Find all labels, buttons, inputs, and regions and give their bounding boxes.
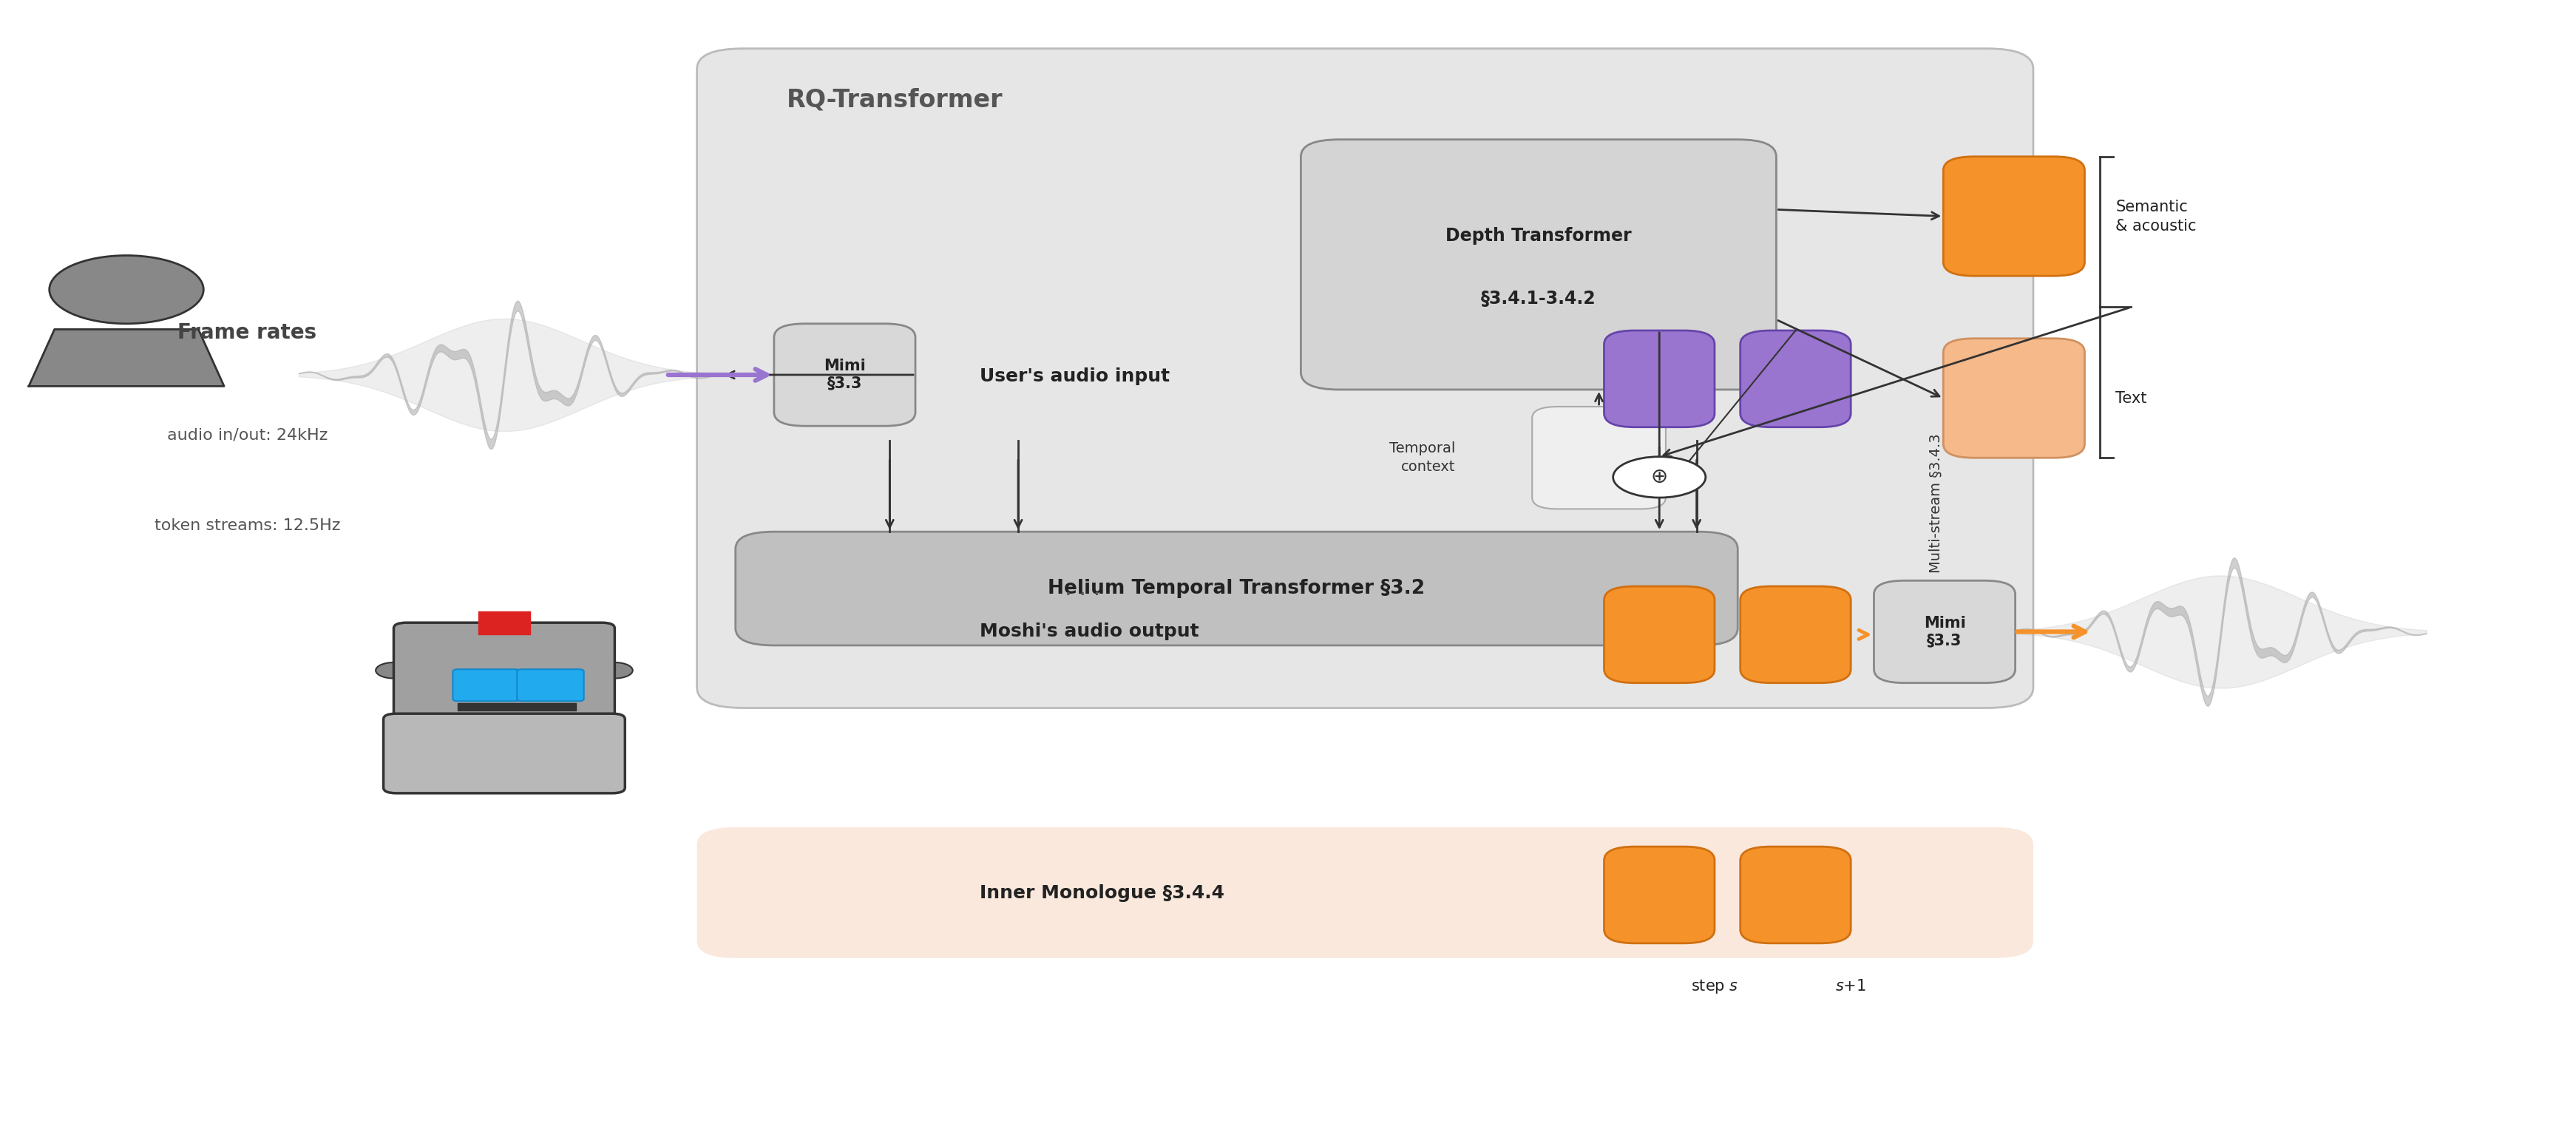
FancyBboxPatch shape — [394, 623, 616, 719]
FancyBboxPatch shape — [1605, 847, 1716, 943]
Text: Depth Transformer: Depth Transformer — [1445, 227, 1631, 245]
FancyBboxPatch shape — [1873, 581, 2014, 682]
Text: audio in/out: 24kHz: audio in/out: 24kHz — [167, 427, 327, 442]
FancyBboxPatch shape — [384, 713, 626, 793]
Text: Frame rates: Frame rates — [178, 322, 317, 343]
Text: ⊕: ⊕ — [1651, 466, 1667, 488]
Text: step $s$: step $s$ — [1690, 978, 1739, 994]
FancyBboxPatch shape — [1942, 338, 2084, 458]
Text: $s$+1: $s$+1 — [1834, 980, 1865, 994]
FancyBboxPatch shape — [698, 310, 2032, 441]
FancyBboxPatch shape — [1533, 407, 1667, 509]
FancyBboxPatch shape — [453, 670, 520, 701]
FancyBboxPatch shape — [1741, 847, 1850, 943]
Text: token streams: 12.5Hz: token streams: 12.5Hz — [155, 519, 340, 534]
Circle shape — [598, 663, 634, 678]
Text: Helium Temporal Transformer §3.2: Helium Temporal Transformer §3.2 — [1048, 580, 1425, 598]
FancyBboxPatch shape — [1741, 586, 1850, 682]
Text: User's audio input: User's audio input — [979, 367, 1170, 385]
FancyBboxPatch shape — [773, 323, 914, 426]
Polygon shape — [28, 329, 224, 386]
Text: Inner Monologue §3.4.4: Inner Monologue §3.4.4 — [979, 885, 1224, 902]
Text: Semantic
& acoustic: Semantic & acoustic — [2115, 200, 2197, 234]
Circle shape — [49, 255, 204, 323]
FancyBboxPatch shape — [698, 48, 2032, 708]
Circle shape — [376, 663, 412, 678]
Text: RQ-Transformer: RQ-Transformer — [786, 88, 1002, 112]
Text: Temporal
context: Temporal context — [1388, 441, 1455, 474]
Text: . . .: . . . — [1064, 578, 1100, 599]
FancyBboxPatch shape — [1605, 330, 1716, 427]
FancyBboxPatch shape — [518, 670, 585, 701]
FancyBboxPatch shape — [737, 531, 1739, 646]
FancyBboxPatch shape — [1605, 586, 1716, 682]
FancyBboxPatch shape — [1301, 139, 1777, 390]
FancyBboxPatch shape — [698, 828, 2032, 958]
Circle shape — [1613, 457, 1705, 497]
Text: Mimi
§3.3: Mimi §3.3 — [824, 359, 866, 391]
Text: Mimi
§3.3: Mimi §3.3 — [1924, 616, 1965, 648]
FancyBboxPatch shape — [1741, 330, 1850, 427]
Text: Text: Text — [2115, 391, 2146, 406]
FancyBboxPatch shape — [1942, 157, 2084, 275]
Text: §3.4.1-3.4.2: §3.4.1-3.4.2 — [1481, 290, 1597, 307]
Text: Moshi's audio output: Moshi's audio output — [979, 623, 1198, 640]
FancyBboxPatch shape — [698, 566, 2032, 696]
Text: Multi-stream §3.4.3: Multi-stream §3.4.3 — [1929, 433, 1942, 573]
